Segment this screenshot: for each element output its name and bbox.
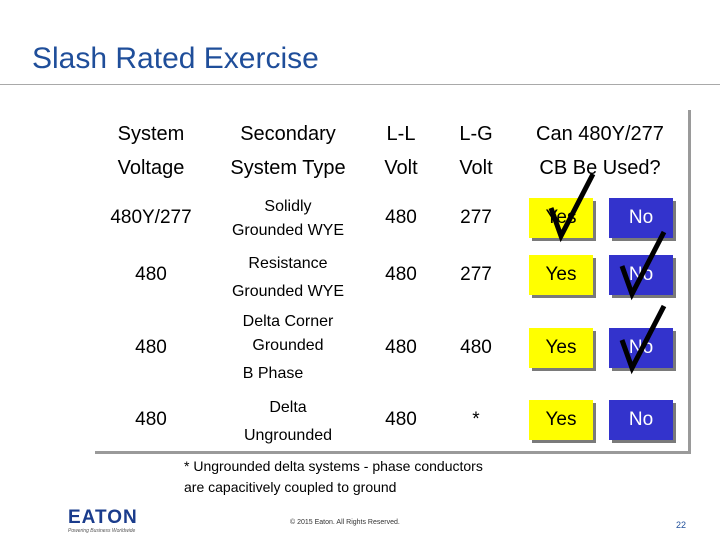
row3-voltage: 480 [135, 337, 167, 358]
header-text: System [117, 123, 185, 145]
header-text: L-L [386, 123, 416, 145]
row2-lg: 277 [460, 264, 492, 285]
row2-ll: 480 [385, 264, 417, 285]
header-lg-volt: L-G Volt [444, 117, 508, 185]
row4-ll: 480 [385, 409, 417, 430]
row1-checkmark-icon [548, 172, 596, 243]
row1-system-type: Solidly Grounded WYE [216, 195, 360, 243]
eaton-logo: EATON Powering Business Worldwide [68, 508, 148, 535]
header-text: Voltage [117, 157, 185, 179]
row2-voltage: 480 [135, 264, 167, 285]
logo-tagline: Powering Business Worldwide [68, 528, 136, 534]
title-divider [0, 84, 720, 85]
header-text: System Type [230, 157, 346, 179]
footnote: * Ungrounded delta systems - phase condu… [184, 456, 483, 498]
row1-lg: 277 [460, 207, 492, 228]
header-text: Secondary [240, 123, 336, 145]
row3-checkmark-icon [619, 304, 667, 375]
footnote-text: are capacitively coupled to ground [184, 479, 397, 495]
slide-title: Slash Rated Exercise [32, 42, 319, 75]
row4-system-type: Delta Ungrounded [216, 394, 360, 450]
row4-yes-button[interactable]: Yes [529, 400, 593, 440]
header-ll-volt: L-L Volt [370, 117, 432, 185]
header-system-voltage: System Voltage [100, 117, 202, 185]
row3-lg: 480 [460, 337, 492, 358]
header-text: Volt [384, 157, 418, 179]
row4-voltage: 480 [135, 409, 167, 430]
footnote-text: * Ungrounded delta systems - phase condu… [184, 458, 483, 474]
row2-checkmark-icon [619, 230, 667, 301]
header-can-cb-be-used: Can 480Y/277 CB Be Used? [518, 117, 682, 185]
copyright-notice: © 2015 Eaton. All Rights Reserved. [290, 519, 400, 526]
header-text: Can 480Y/277 [536, 123, 664, 145]
header-text: Volt [459, 157, 493, 179]
row4-no-button[interactable]: No [609, 400, 673, 440]
header-text: L-G [459, 123, 493, 145]
type-text: Delta [269, 399, 307, 416]
header-text: CB Be Used? [539, 157, 661, 179]
type-text: Grounded WYE [231, 222, 345, 239]
page-number: 22 [676, 520, 687, 530]
type-text: Ungrounded [243, 427, 333, 444]
row3-yes-button[interactable]: Yes [529, 328, 593, 368]
row3-system-type: Delta Corner Grounded B Phase [216, 310, 360, 386]
row1-no-button[interactable]: No [609, 198, 673, 238]
type-text: Grounded [252, 337, 324, 354]
row1-ll: 480 [385, 207, 417, 228]
type-text: Resistance [248, 255, 328, 272]
row1-voltage: 480Y/277 [110, 207, 192, 228]
row3-ll: 480 [385, 337, 417, 358]
row2-system-type: Resistance Grounded WYE [216, 250, 360, 306]
type-text: Solidly [264, 198, 312, 215]
type-text: Delta Corner [242, 313, 334, 330]
row2-yes-button[interactable]: Yes [529, 255, 593, 295]
type-text: B Phase [242, 365, 304, 382]
type-text: Grounded WYE [231, 283, 345, 300]
row4-lg: * [472, 409, 480, 430]
logo-wordmark: EATON [68, 507, 138, 528]
header-secondary-system-type: Secondary System Type [216, 117, 360, 185]
